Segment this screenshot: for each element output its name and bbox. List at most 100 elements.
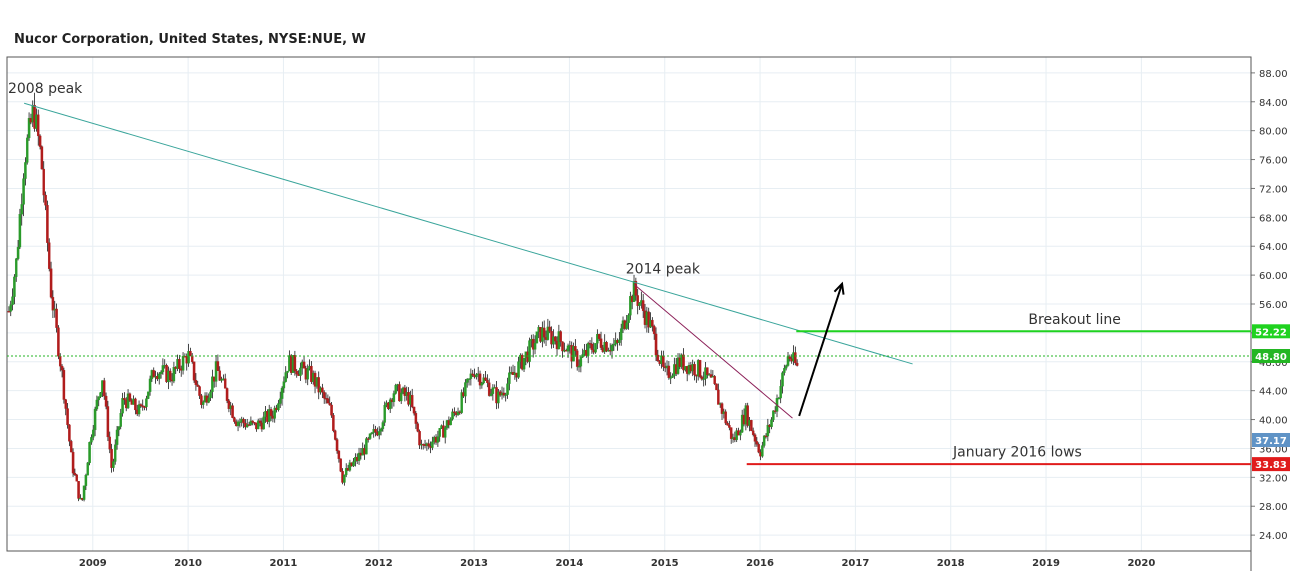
candle-body (548, 326, 551, 332)
x-tick-label: 2018 (937, 558, 965, 569)
candle-body (46, 205, 49, 243)
candle-body (44, 194, 47, 206)
candle-body (379, 428, 383, 432)
candle-body (269, 409, 273, 417)
y-tick-label: 40.00 (1259, 416, 1288, 427)
x-tick-label: 2010 (174, 558, 202, 569)
chart-title: Nucor Corporation, United States, NYSE:N… (14, 32, 366, 47)
price-label-box (1252, 457, 1290, 472)
candle-body (706, 367, 709, 375)
candle-body (119, 413, 122, 427)
candle-body (724, 411, 727, 424)
y-tick-label: 24.00 (1259, 531, 1288, 542)
candle-body (321, 387, 324, 393)
y-tick-label: 36.00 (1259, 444, 1288, 455)
candle-body (475, 374, 478, 378)
candle-body (113, 444, 117, 462)
candle-body (143, 406, 146, 408)
candle-body (667, 365, 671, 378)
candle-body (209, 391, 212, 399)
candle-body (110, 449, 113, 468)
candle-body (535, 331, 539, 344)
candle-body (559, 331, 562, 342)
x-tick-label: 2020 (1127, 558, 1155, 569)
x-tick-label: 2016 (746, 558, 774, 569)
candle-body (410, 394, 414, 408)
y-tick-label: 64.00 (1259, 242, 1288, 253)
candle-body (22, 178, 25, 205)
candle-body (95, 399, 99, 410)
candle-body (66, 408, 69, 426)
candle-body (181, 356, 185, 371)
candle-body (693, 364, 696, 376)
candle-body (662, 355, 665, 367)
candle-body (24, 162, 27, 179)
long-trendline (24, 102, 913, 365)
price-label-text: 48.80 (1255, 352, 1287, 363)
candle-body (392, 393, 396, 403)
candle-body (451, 411, 454, 420)
candle-body (641, 300, 645, 311)
candle-body (273, 407, 276, 419)
candle-body (480, 382, 484, 386)
candle-body (302, 361, 306, 369)
candle-body (783, 368, 786, 373)
candle-body (278, 398, 282, 404)
candle-body (115, 429, 119, 445)
candle-body (223, 378, 227, 389)
candle-body (460, 392, 463, 413)
y-tick-label: 68.00 (1259, 213, 1288, 224)
candle-body (104, 395, 108, 407)
candle-body (784, 365, 788, 369)
candle-body (449, 418, 452, 426)
price-label-text: 37.17 (1255, 436, 1287, 447)
candle-body (647, 311, 650, 328)
x-tick-label: 2019 (1032, 558, 1060, 569)
candle-body (317, 377, 320, 393)
candle-body (750, 420, 753, 431)
candle-body (418, 431, 421, 446)
candle-body (720, 403, 724, 414)
candle-body (546, 326, 550, 340)
y-tick-label: 56.00 (1259, 300, 1288, 311)
candle-body (491, 387, 495, 394)
candle-body (55, 308, 58, 328)
candle-body (214, 361, 218, 382)
arrow-shaft (798, 283, 844, 417)
candle-body (73, 472, 77, 475)
candle-body (207, 397, 210, 403)
candle-body (112, 461, 115, 468)
candle-body (141, 405, 144, 407)
candle-body (590, 343, 594, 350)
candle-body (187, 351, 190, 364)
candle-body (91, 429, 95, 438)
candle-body (634, 281, 638, 296)
candle-body (625, 322, 628, 329)
candle-body (106, 406, 110, 438)
candle-body (612, 344, 616, 346)
candle-body (242, 418, 245, 424)
candle-body (700, 376, 704, 380)
candle-body (416, 423, 419, 432)
candle-body (227, 400, 231, 409)
y-tick-label: 88.00 (1259, 69, 1288, 80)
candle-body (469, 373, 473, 379)
candle-body (139, 404, 143, 406)
candle-body (770, 419, 773, 428)
candle-body (77, 481, 80, 499)
candle-body (123, 398, 126, 400)
candle-body (238, 421, 242, 423)
candle-body (148, 378, 152, 392)
candle-body (394, 385, 397, 394)
candle-body (157, 373, 161, 380)
candle-body (715, 383, 718, 391)
candle-body (654, 333, 658, 356)
candle-body (619, 328, 623, 341)
candle-body (729, 427, 733, 439)
candle-body (152, 370, 155, 378)
x-tick-label: 2011 (270, 558, 298, 569)
candle-body (93, 408, 97, 431)
candle-body (766, 424, 770, 437)
candle-body (189, 351, 192, 356)
